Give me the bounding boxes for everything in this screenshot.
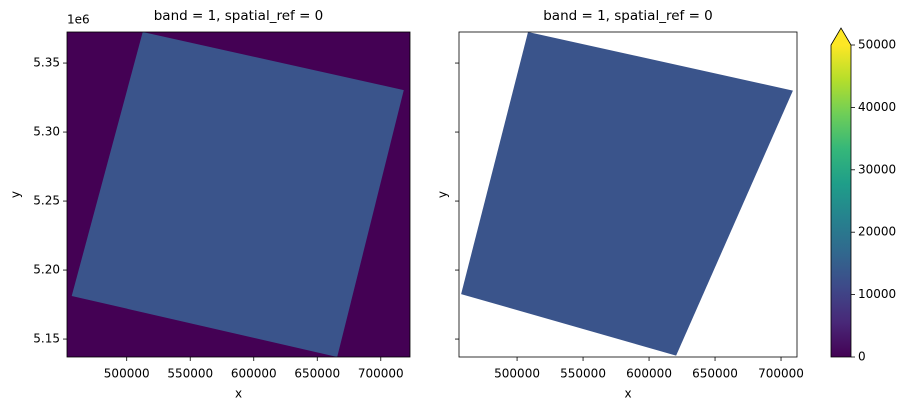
x-tick-label: 650000 <box>692 367 738 381</box>
x-tick-label: 550000 <box>560 367 606 381</box>
y-tick-label: 5.20 <box>33 263 60 277</box>
x-tick-label: 700000 <box>358 367 404 381</box>
colorbar-outline <box>830 27 852 358</box>
image-area <box>67 32 410 357</box>
x-tick-label: 600000 <box>626 367 672 381</box>
x-tick-label: 650000 <box>294 367 340 381</box>
y-tick-label: 5.35 <box>33 56 60 70</box>
x-tick-label: 550000 <box>167 367 213 381</box>
axes-frame <box>458 31 798 358</box>
x-tick-label: 700000 <box>758 367 804 381</box>
colorbar-body <box>831 45 851 357</box>
y-axis-label: y <box>436 191 450 198</box>
y-tick-label: 5.30 <box>33 125 60 139</box>
y-tick-label: 5.15 <box>33 332 60 346</box>
axes-title: band = 1, spatial_ref = 0 <box>543 8 713 24</box>
image-footprint <box>71 32 404 357</box>
y-offset-label: 1e6 <box>67 13 90 27</box>
colorbar-tick-label: 30000 <box>858 162 896 176</box>
axes-title: band = 1, spatial_ref = 0 <box>154 8 324 24</box>
colorbar-tick-label: 20000 <box>858 225 896 239</box>
image-area <box>461 32 793 356</box>
colorbar-tick-label: 50000 <box>858 38 896 52</box>
colorbar-tick-label: 0 <box>858 350 866 364</box>
x-tick-label: 500000 <box>104 367 150 381</box>
y-axis-label: y <box>9 191 23 198</box>
colorbar-tick-label: 40000 <box>858 100 896 114</box>
axes-frame <box>66 31 411 358</box>
y-tick-label: 5.25 <box>33 194 60 208</box>
x-axis-label: x <box>235 387 242 401</box>
x-axis-label: x <box>624 387 631 401</box>
colorbar-tick-label: 10000 <box>858 287 896 301</box>
x-tick-label: 600000 <box>231 367 277 381</box>
x-tick-label: 500000 <box>494 367 540 381</box>
image-footprint <box>461 32 793 356</box>
colorbar-extend <box>831 28 851 45</box>
